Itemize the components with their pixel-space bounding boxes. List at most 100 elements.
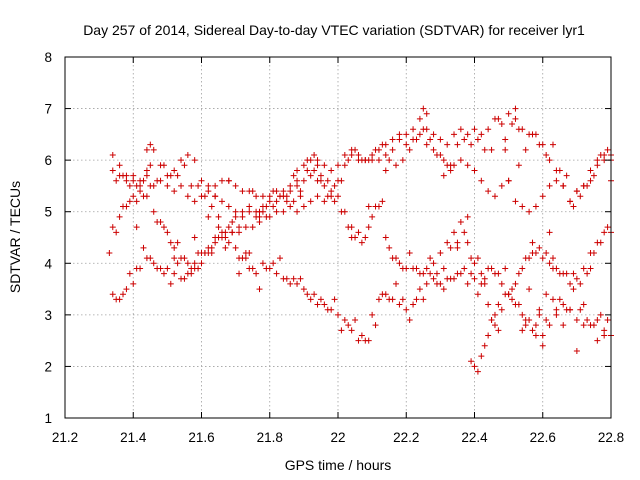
data-point: [116, 213, 123, 220]
data-point: [311, 151, 318, 158]
x-tick-label: 22.8: [598, 430, 624, 445]
data-point: [488, 317, 495, 324]
data-point: [464, 239, 471, 246]
data-point: [263, 265, 270, 272]
data-point: [304, 157, 311, 164]
data-point: [594, 337, 601, 344]
data-point: [580, 265, 587, 272]
data-point: [447, 162, 454, 169]
data-point: [526, 208, 533, 215]
data-point: [365, 157, 372, 164]
data-point: [427, 136, 434, 143]
data-point: [201, 249, 208, 256]
data-point: [276, 193, 283, 200]
data-point: [406, 146, 413, 153]
data-point: [560, 182, 567, 189]
data-point: [212, 239, 219, 246]
data-point: [150, 208, 157, 215]
data-point: [396, 136, 403, 143]
data-point: [526, 286, 533, 293]
data-point: [280, 208, 287, 215]
data-point: [413, 265, 420, 272]
data-point: [567, 198, 574, 205]
data-point: [355, 337, 362, 344]
data-point: [249, 224, 256, 231]
data-point: [171, 270, 178, 277]
data-point: [389, 146, 396, 153]
data-point: [304, 291, 311, 298]
data-point: [532, 322, 539, 329]
data-point: [253, 193, 260, 200]
data-point: [246, 208, 253, 215]
data-point: [287, 203, 294, 210]
data-point: [133, 224, 140, 231]
data-point: [348, 327, 355, 334]
data-point: [485, 126, 492, 133]
data-point: [597, 239, 604, 246]
data-points: [106, 105, 614, 375]
data-point: [584, 182, 591, 189]
data-point: [215, 234, 222, 241]
data-point: [331, 182, 338, 189]
data-point: [393, 162, 400, 169]
data-point: [509, 296, 516, 303]
data-point: [590, 249, 597, 256]
data-point: [154, 265, 161, 272]
data-point: [471, 275, 478, 282]
data-point: [522, 317, 529, 324]
data-point: [413, 136, 420, 143]
data-point: [393, 255, 400, 262]
data-point: [236, 255, 243, 262]
data-point: [355, 151, 362, 158]
data-point: [109, 224, 116, 231]
data-point: [522, 146, 529, 153]
data-point: [147, 255, 154, 262]
data-point: [297, 275, 304, 282]
data-point: [317, 172, 324, 179]
data-point: [321, 301, 328, 308]
data-point: [270, 203, 277, 210]
data-point: [109, 151, 116, 158]
data-point: [590, 172, 597, 179]
data-point: [461, 136, 468, 143]
data-point: [188, 265, 195, 272]
data-point: [471, 126, 478, 133]
data-point: [130, 193, 137, 200]
data-point: [386, 157, 393, 164]
data-point: [577, 280, 584, 287]
data-point: [290, 198, 297, 205]
data-point: [427, 255, 434, 262]
data-point: [543, 317, 550, 324]
data-point: [273, 208, 280, 215]
axis-ticks: [64, 56, 612, 419]
data-point: [133, 198, 140, 205]
data-point: [218, 198, 225, 205]
data-point: [601, 327, 608, 334]
data-point: [464, 280, 471, 287]
data-point: [590, 322, 597, 329]
data-point: [587, 167, 594, 174]
chart-title: Day 257 of 2014, Sidereal Day-to-day VTE…: [83, 22, 585, 38]
data-point: [232, 208, 239, 215]
data-point: [505, 177, 512, 184]
data-point: [468, 255, 475, 262]
data-point: [512, 105, 519, 112]
data-point: [594, 157, 601, 164]
data-point: [365, 224, 372, 231]
data-point: [522, 322, 529, 329]
data-point: [512, 115, 519, 122]
data-point: [266, 193, 273, 200]
data-point: [454, 270, 461, 277]
data-point: [464, 213, 471, 220]
data-point: [440, 265, 447, 272]
data-point: [543, 291, 550, 298]
data-point: [594, 317, 601, 324]
data-point: [167, 172, 174, 179]
data-point: [191, 234, 198, 241]
data-point: [573, 317, 580, 324]
data-point: [478, 270, 485, 277]
data-point: [120, 291, 127, 298]
data-point: [498, 182, 505, 189]
data-point: [150, 260, 157, 267]
data-point: [154, 177, 161, 184]
